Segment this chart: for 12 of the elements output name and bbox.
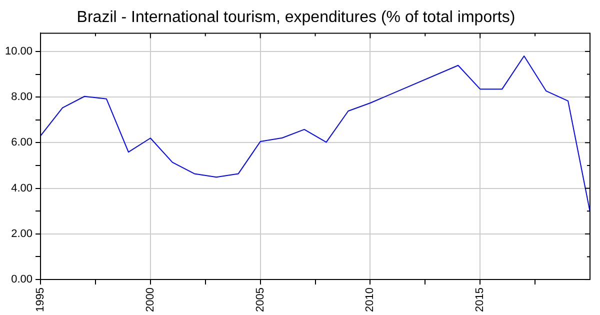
y-tick-label: 4.00 [11,182,33,194]
x-tick-label: 2000 [144,288,156,312]
y-tick-label: 0.00 [11,274,33,286]
y-tick-label: 8.00 [11,91,33,104]
x-tick-label: 2005 [254,288,266,312]
x-tick-label: 2010 [364,288,376,312]
y-tick-label: 2.00 [11,228,33,240]
y-tick-label: 6.00 [11,136,33,149]
y-tick-label: 10.00 [4,45,33,58]
x-tick-label: 1995 [34,288,47,312]
chart-title: Brazil - International tourism, expenditures (% of total imports) [76,9,516,26]
x-tick-label: 2015 [474,288,486,312]
